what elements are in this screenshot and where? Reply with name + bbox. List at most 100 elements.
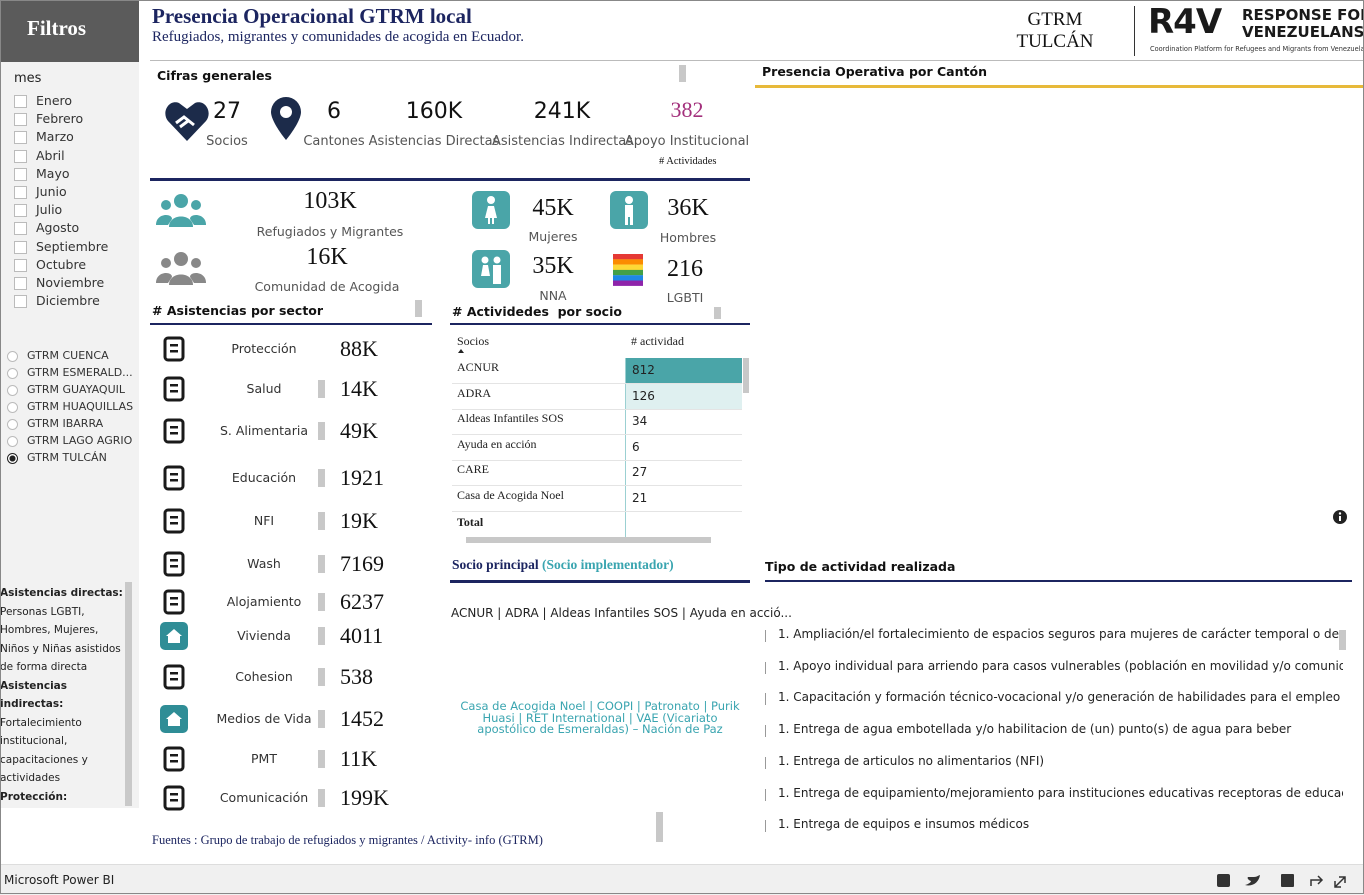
radio[interactable]	[7, 419, 18, 430]
column-header[interactable]: Socios	[457, 334, 490, 348]
gtrm-option[interactable]: GTRM ESMERALD...	[27, 366, 133, 379]
kpi-label: Cantones	[303, 134, 365, 149]
checkbox[interactable]	[14, 277, 27, 290]
month-option[interactable]: Octubre	[36, 256, 87, 272]
kpi-value: 27	[213, 99, 241, 124]
sector-bar	[318, 710, 325, 728]
population-label: Mujeres	[528, 229, 578, 244]
socio-cell[interactable]: ADRA	[457, 385, 492, 400]
info-icon[interactable]	[1332, 509, 1348, 525]
activity-type[interactable]: 1. Entrega de equipos e insumos médicos	[778, 817, 1030, 832]
v-scrollbar[interactable]	[743, 358, 749, 393]
socio-cell[interactable]: Aldeas Infantiles SOS	[457, 411, 564, 425]
header-rule	[150, 60, 1364, 61]
radio[interactable]	[7, 351, 18, 362]
activity-type[interactable]: 1. Entrega de equipamiento/mejoramiento …	[778, 785, 1343, 800]
checkbox[interactable]	[14, 95, 27, 108]
month-option[interactable]: Diciembre	[36, 293, 100, 309]
checkbox[interactable]	[14, 204, 27, 218]
month-option[interactable]: Agosto	[36, 220, 80, 236]
activity-type[interactable]: 1. Capacitación y formación técnico-voca…	[778, 690, 1341, 705]
gtrm-option[interactable]: GTRM LAGO AGRIO	[27, 434, 133, 447]
map-area[interactable]	[755, 90, 1355, 530]
sector-icon	[163, 746, 185, 772]
checkbox[interactable]	[14, 113, 27, 127]
activity-type[interactable]: 1. Apoyo individual para arriendo para c…	[778, 658, 1343, 673]
checkbox[interactable]	[14, 149, 27, 163]
bottom-bar	[0, 864, 1364, 895]
radio[interactable]	[7, 453, 18, 464]
count-cell[interactable]: 27	[632, 465, 648, 479]
radio[interactable]	[7, 385, 18, 396]
sector-value: 199K	[340, 785, 389, 810]
sector-value: 1921	[340, 465, 384, 490]
gtrm-option[interactable]: GTRM CUENCA	[27, 349, 109, 362]
count-cell[interactable]: 34	[632, 414, 648, 428]
radio[interactable]	[7, 402, 18, 413]
sector-label: Protección	[231, 341, 297, 356]
socio-cell[interactable]: CARE	[457, 462, 490, 476]
month-option[interactable]: Junio	[36, 184, 67, 199]
month-option[interactable]: Febrero	[36, 111, 84, 127]
section-rule	[450, 323, 750, 325]
icon-children	[472, 250, 510, 288]
sector-value: 11K	[340, 746, 378, 771]
socio-cell[interactable]: ACNUR	[457, 360, 500, 374]
sector-label: PMT	[251, 751, 277, 766]
gtrm-option[interactable]: GTRM GUAYAQUIL	[27, 383, 126, 396]
checkbox[interactable]	[14, 295, 27, 309]
checkbox[interactable]	[14, 240, 27, 254]
count-cell[interactable]: 6	[632, 439, 640, 454]
app-name[interactable]: Microsoft Power BI	[4, 873, 115, 887]
month-option[interactable]: Noviembre	[36, 275, 105, 290]
count-cell[interactable]: 126	[632, 388, 655, 403]
radio[interactable]	[7, 436, 18, 447]
gtrm-option[interactable]: GTRM HUAQUILLAS	[27, 400, 134, 413]
sector-value: 538	[340, 664, 373, 689]
month-option[interactable]: Mayo	[36, 165, 70, 181]
activity-type[interactable]: 1. Entrega de agua embotellada y/o habil…	[778, 722, 1292, 737]
month-option[interactable]: Marzo	[36, 129, 74, 145]
notes-scrollbar	[125, 582, 132, 806]
row-line	[452, 459, 742, 461]
sector-icon	[163, 664, 185, 690]
h-scrollbar[interactable]	[466, 537, 711, 543]
section-rule	[150, 178, 750, 181]
count-cell[interactable]: 21	[632, 490, 648, 505]
gtrm-option[interactable]: GTRM TULCÁN	[27, 451, 107, 464]
activity-type[interactable]: 1. Entrega de articulos no alimentarios …	[778, 753, 1045, 768]
sector-bar	[318, 512, 325, 530]
sector-bar	[318, 469, 325, 487]
socio-cell[interactable]: Ayuda en acción	[457, 436, 537, 451]
sector-value: 4011	[340, 623, 384, 648]
month-option[interactable]: Enero	[36, 93, 73, 108]
checkbox[interactable]	[14, 167, 27, 181]
radio[interactable]	[7, 368, 18, 379]
sidebar-header	[0, 0, 139, 62]
checkbox[interactable]	[14, 131, 27, 145]
population-label: Refugiados y Migrantes	[256, 224, 404, 239]
column-header[interactable]: # actividad	[631, 334, 684, 348]
row-line	[452, 408, 742, 410]
month-option[interactable]: Septiembre	[36, 238, 109, 254]
count-cell[interactable]: 812	[632, 363, 655, 377]
kpi-value: 160K	[405, 99, 463, 124]
checkbox[interactable]	[14, 186, 27, 199]
sector-value: 14K	[340, 376, 378, 401]
checkbox[interactable]	[14, 258, 27, 272]
note-heading: Asistencias indirectas:	[0, 679, 67, 711]
month-option[interactable]: Julio	[36, 202, 63, 218]
gtrm-option[interactable]: GTRM IBARRA	[27, 417, 104, 430]
month-option[interactable]: Abril	[36, 147, 65, 163]
checkbox[interactable]	[14, 222, 27, 236]
sector-bar	[318, 593, 325, 611]
section-rule	[765, 580, 1352, 582]
socio-cell[interactable]: Casa de Acogida Noel	[457, 487, 564, 502]
section-title: # Actividedes por socio	[452, 304, 622, 319]
icon-handshake	[165, 102, 209, 141]
sector-value: 1452	[340, 706, 384, 731]
activity-type[interactable]: 1. Ampliación/el fortalecimiento de espa…	[778, 627, 1343, 641]
population-label: NNA	[539, 288, 567, 303]
share-icons[interactable]	[1217, 873, 1347, 889]
